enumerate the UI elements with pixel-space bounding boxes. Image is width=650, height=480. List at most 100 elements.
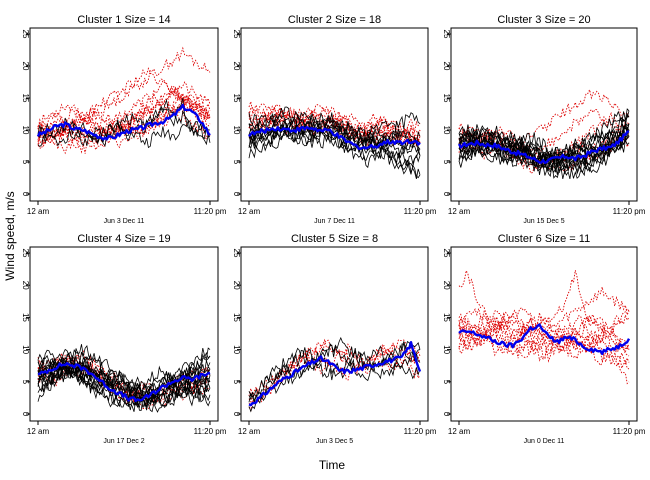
centroid-series — [37, 362, 211, 403]
y-tick-label: 10 — [232, 126, 241, 135]
y-tick-label: 10 — [21, 126, 30, 135]
member-series-black — [37, 97, 211, 147]
plot-area — [458, 269, 631, 385]
panel-frame — [240, 27, 429, 202]
member-series-black — [248, 336, 421, 413]
y-tick-label: 0 — [442, 192, 451, 197]
panel-title: Cluster 4 Size = 19 — [77, 233, 170, 245]
member-series-red — [458, 313, 630, 362]
centroid-series — [36, 103, 211, 141]
panel-4: Cluster 4 Size = 19 0 5 10 15 20 25 12 am 11:20 … — [21, 233, 227, 445]
panel-frame — [29, 27, 219, 202]
panel-date-label: Jun 17 Dec 2 — [103, 438, 144, 445]
member-series-red — [458, 88, 630, 155]
centroid-series — [248, 341, 422, 407]
member-series-red — [458, 317, 630, 360]
member-series-black — [248, 111, 421, 154]
y-tick-label: 20 — [21, 62, 30, 71]
plot-area — [457, 88, 630, 179]
y-tick-label: 20 — [442, 62, 451, 71]
y-tick-label: 20 — [232, 281, 241, 290]
panel-5: Cluster 5 Size = 8 0 5 10 15 20 25 12 am 11:20 p… — [232, 233, 437, 445]
member-series-red — [248, 103, 421, 146]
centroid-series — [248, 125, 421, 151]
member-series-black — [248, 112, 421, 154]
member-series-black — [458, 126, 630, 173]
y-tick-label: 0 — [21, 412, 30, 417]
y-tick-label: 25 — [232, 249, 241, 258]
member-series-red — [37, 81, 211, 149]
plot-area — [248, 336, 422, 413]
x-tick-label: 12 am — [448, 207, 471, 216]
y-tick-label: 25 — [21, 249, 30, 258]
centroid-series — [458, 323, 631, 356]
y-tick-label: 0 — [232, 412, 241, 417]
y-tick-label: 5 — [442, 380, 451, 385]
panel-1: Cluster 1 Size = 14 0 5 10 15 20 25 12 am 11:20 … — [21, 14, 227, 225]
y-tick-label: 10 — [442, 126, 451, 135]
y-tick-label: 0 — [442, 412, 451, 417]
x-tick-label: 12 am — [238, 427, 261, 436]
panel-date-label: Jun 7 Dec 11 — [314, 218, 355, 225]
y-tick-label: 10 — [442, 345, 451, 354]
member-series-black — [248, 343, 421, 402]
y-tick-label: 5 — [21, 160, 30, 165]
panel-6: Cluster 6 Size = 11 0 5 10 15 20 25 12 am 11:20 … — [442, 233, 646, 445]
member-series-black — [458, 126, 630, 174]
member-series-red — [248, 103, 421, 147]
member-series-black — [37, 351, 211, 407]
panel-title: Cluster 1 Size = 14 — [77, 14, 170, 26]
member-series-red — [37, 95, 211, 149]
x-tick-label: 12 am — [238, 207, 261, 216]
member-series-red — [458, 270, 630, 355]
y-tick-label: 0 — [232, 192, 241, 197]
panel-date-label: Jun 3 Dec 5 — [316, 438, 353, 445]
y-tick-label: 10 — [21, 345, 30, 354]
panel-date-label: Jun 0 Dec 11 — [524, 438, 565, 445]
panel-frame — [240, 246, 429, 422]
y-tick-label: 5 — [442, 160, 451, 165]
y-tick-label: 20 — [21, 281, 30, 290]
member-series-black — [37, 344, 211, 407]
x-tick-label: 11:20 pm — [194, 207, 227, 216]
y-tick-label: 5 — [21, 380, 30, 385]
member-series-black — [37, 105, 211, 147]
y-tick-label: 20 — [442, 281, 451, 290]
x-tick-label: 11:20 pm — [404, 427, 437, 436]
x-tick-label: 11:20 pm — [613, 427, 646, 436]
centroid-series — [457, 130, 630, 164]
x-tick-label: 11:20 pm — [194, 427, 227, 436]
member-series-red — [248, 107, 421, 141]
member-series-red — [458, 324, 630, 367]
member-series-black — [458, 121, 630, 167]
panel-frame — [450, 246, 638, 422]
panels-layer: Cluster 1 Size = 14 0 5 10 15 20 25 12 am 11:20 … — [21, 14, 646, 445]
panel-title: Cluster 6 Size = 11 — [498, 233, 590, 245]
member-series-red — [458, 317, 630, 385]
member-series-black — [248, 349, 421, 404]
member-series-black — [37, 353, 211, 411]
y-tick-label: 5 — [232, 160, 241, 165]
panel-3: Cluster 3 Size = 20 0 5 10 15 20 25 12 am 11:20 … — [442, 14, 646, 225]
y-tick-label: 15 — [442, 313, 451, 322]
member-series-black — [458, 110, 630, 164]
y-tick-label: 25 — [442, 249, 451, 258]
member-series-red — [248, 343, 421, 413]
plot-area — [248, 101, 421, 180]
member-series-red — [37, 46, 211, 140]
x-tick-label: 12 am — [27, 427, 50, 436]
plot-area — [36, 46, 211, 155]
member-series-red — [458, 313, 630, 366]
x-tick-label: 12 am — [27, 207, 50, 216]
y-tick-label: 20 — [232, 62, 241, 71]
y-tick-label: 0 — [21, 192, 30, 197]
y-tick-label: 25 — [442, 30, 451, 39]
plot-area — [37, 344, 211, 413]
panel-title: Cluster 2 Size = 18 — [288, 14, 381, 26]
y-tick-label: 15 — [21, 313, 30, 322]
panel-date-label: Jun 3 Dec 11 — [104, 218, 145, 225]
x-tick-label: 11:20 pm — [613, 207, 646, 216]
panel-title: Cluster 5 Size = 8 — [291, 233, 378, 245]
y-tick-label: 10 — [232, 345, 241, 354]
